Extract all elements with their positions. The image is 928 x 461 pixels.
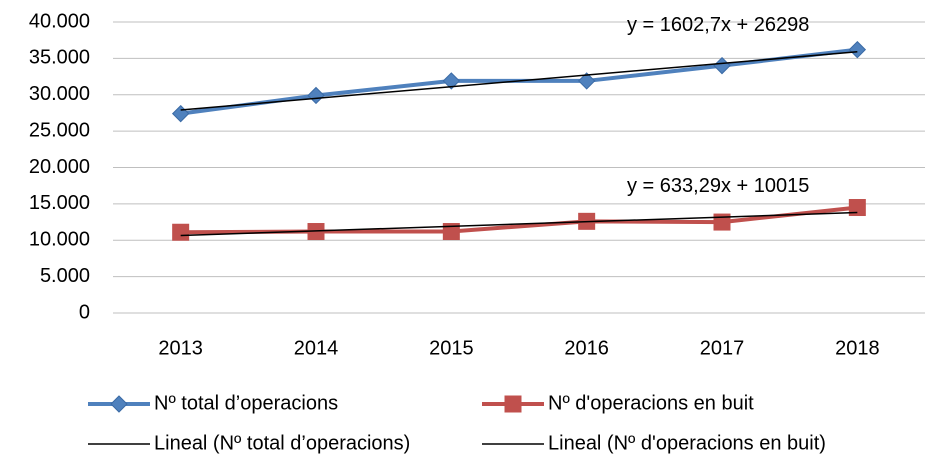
- marker: [307, 86, 325, 105]
- legend-label: Nº d'operacions en buit: [548, 392, 754, 414]
- marker: [713, 56, 731, 75]
- marker: [577, 72, 596, 90]
- marker: [172, 223, 190, 241]
- marker: [442, 72, 461, 90]
- x-tick-label: 2015: [429, 337, 474, 359]
- legend-label: Nº total d’operacions: [154, 392, 338, 414]
- marker: [848, 40, 867, 59]
- y-tick-label: 25.000: [29, 119, 90, 141]
- x-tick-label: 2016: [564, 337, 609, 359]
- marker: [442, 223, 460, 241]
- marker: [110, 395, 128, 413]
- marker: [504, 395, 522, 413]
- x-tick-label: 2014: [294, 337, 339, 359]
- marker: [171, 104, 190, 123]
- y-tick-label: 30.000: [29, 83, 90, 105]
- trendline: [180, 50, 858, 111]
- y-tick-label: 10.000: [29, 229, 90, 251]
- y-tick-label: 20.000: [29, 156, 90, 178]
- trendline-equation: y = 633,29x + 10015: [627, 175, 809, 197]
- y-tick-label: 0: [79, 301, 90, 323]
- series-line: [180, 205, 858, 235]
- trendline: [180, 211, 858, 237]
- y-tick-label: 35.000: [29, 47, 90, 69]
- y-tick-label: 5.000: [40, 265, 90, 287]
- legend-label: Lineal (Nº total d’operacions): [154, 432, 410, 454]
- trendline-equation: y = 1602,7x + 26298: [627, 14, 809, 36]
- marker: [713, 213, 731, 231]
- y-tick-label: 40.000: [29, 10, 90, 32]
- x-tick-label: 2017: [700, 337, 745, 359]
- x-tick-label: 2013: [158, 337, 203, 359]
- y-tick-label: 15.000: [29, 192, 90, 214]
- legend-label: Lineal (Nº d'operacions en buit): [548, 432, 826, 454]
- marker: [848, 199, 866, 217]
- x-tick-label: 2018: [835, 337, 880, 359]
- series-line: [180, 47, 858, 116]
